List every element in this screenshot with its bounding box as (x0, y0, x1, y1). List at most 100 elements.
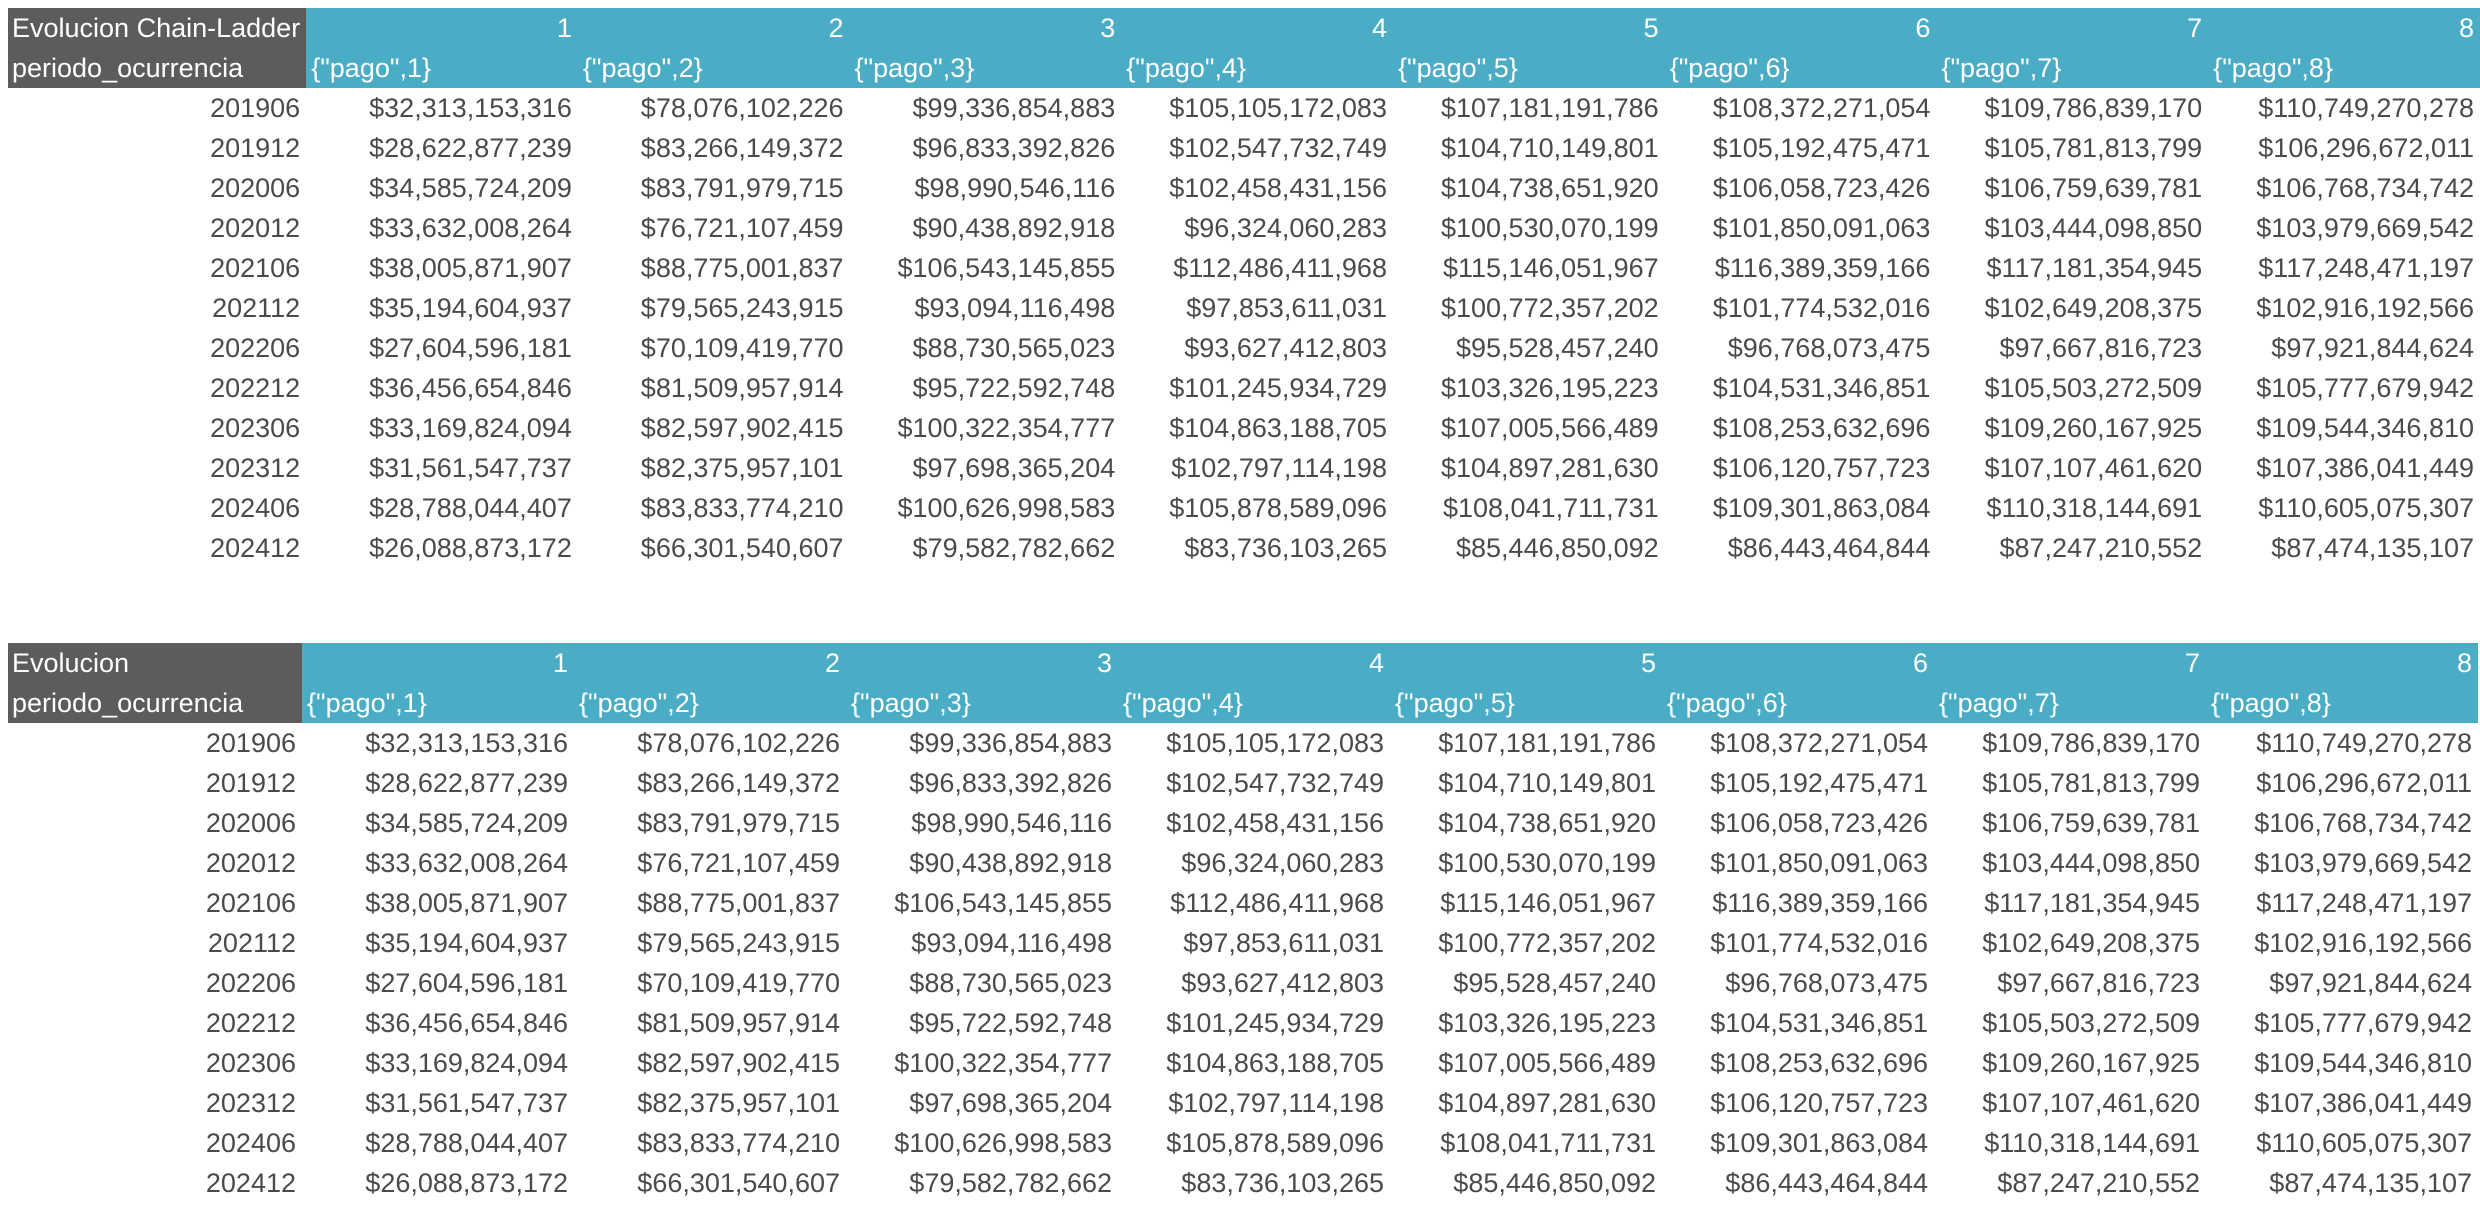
column-number-header[interactable]: 6 (1662, 643, 1934, 683)
table-cell[interactable]: $31,561,547,737 (369, 453, 572, 483)
table-cell[interactable]: $104,710,149,801 (1438, 768, 1656, 798)
table-cell[interactable]: $79,582,782,662 (909, 1168, 1112, 1198)
table-cell[interactable]: $87,247,210,552 (1999, 533, 2203, 563)
row-period-label[interactable]: 202312 (210, 453, 301, 483)
table-cell[interactable]: $31,561,547,737 (365, 1088, 568, 1118)
table-cell[interactable]: $104,863,188,705 (1166, 1048, 1384, 1078)
row-period-label[interactable]: 202306 (210, 413, 301, 443)
pivot-title-cell[interactable]: Evolucion (8, 643, 302, 683)
table-cell[interactable]: $32,313,153,316 (369, 93, 572, 123)
column-key-header[interactable]: {"pago",3} (849, 48, 1122, 88)
table-cell[interactable]: $108,253,632,696 (1710, 1048, 1928, 1078)
table-cell[interactable]: $109,260,167,925 (1982, 1048, 2200, 1078)
table-cell[interactable]: $28,622,877,239 (365, 768, 568, 798)
table-cell[interactable]: $109,786,839,170 (1982, 728, 2200, 758)
table-cell[interactable]: $117,248,471,197 (2258, 253, 2474, 283)
table-cell[interactable]: $102,797,114,198 (1171, 453, 1387, 483)
table-cell[interactable]: $110,605,075,307 (2256, 1128, 2472, 1158)
table-cell[interactable]: $97,853,611,031 (1186, 293, 1387, 323)
table-cell[interactable]: $34,585,724,209 (365, 808, 568, 838)
table-cell[interactable]: $100,626,998,583 (894, 1128, 1112, 1158)
table-cell[interactable]: $108,041,711,731 (1442, 493, 1659, 523)
table-cell[interactable]: $116,389,359,166 (1712, 888, 1928, 918)
table-cell[interactable]: $104,897,281,630 (1440, 453, 1659, 483)
table-cell[interactable]: $106,768,734,742 (2256, 173, 2474, 203)
table-cell[interactable]: $95,528,457,240 (1456, 333, 1659, 363)
row-period-label[interactable]: 202012 (205, 848, 296, 878)
table-cell[interactable]: $32,313,153,316 (365, 728, 568, 758)
table-cell[interactable]: $105,781,813,799 (1982, 768, 2200, 798)
table-cell[interactable]: $100,772,357,202 (1438, 928, 1656, 958)
table-cell[interactable]: $110,749,270,278 (2256, 728, 2472, 758)
table-cell[interactable]: $70,109,419,770 (640, 333, 844, 363)
table-cell[interactable]: $106,768,734,742 (2254, 808, 2472, 838)
table-cell[interactable]: $86,443,464,844 (1725, 1168, 1928, 1198)
row-field-header[interactable]: periodo_ocurrencia (8, 48, 307, 88)
table-cell[interactable]: $99,336,854,883 (909, 728, 1112, 758)
table-cell[interactable]: $107,181,191,786 (1440, 93, 1659, 123)
table-cell[interactable]: $102,649,208,375 (1982, 928, 2200, 958)
table-cell[interactable]: $83,266,149,372 (637, 768, 840, 798)
table-cell[interactable]: $106,543,145,855 (894, 888, 1112, 918)
column-number-header[interactable]: 7 (1934, 643, 2206, 683)
table-cell[interactable]: $102,916,192,566 (2254, 928, 2472, 958)
table-cell[interactable]: $112,486,411,968 (1170, 888, 1384, 918)
table-cell[interactable]: $96,833,392,826 (909, 768, 1112, 798)
table-cell[interactable]: $87,474,135,107 (2269, 1168, 2472, 1198)
table-cell[interactable]: $96,768,073,475 (1725, 968, 1928, 998)
table-cell[interactable]: $108,372,271,054 (1712, 93, 1931, 123)
table-cell[interactable]: $115,146,051,967 (1440, 888, 1656, 918)
column-number-header[interactable]: 4 (1118, 643, 1390, 683)
table-cell[interactable]: $109,786,839,170 (1984, 93, 2203, 123)
table-cell[interactable]: $97,698,365,204 (909, 1088, 1112, 1118)
table-cell[interactable]: $70,109,419,770 (637, 968, 840, 998)
table-cell[interactable]: $26,088,873,172 (365, 1168, 568, 1198)
table-cell[interactable]: $104,531,346,851 (1712, 373, 1931, 403)
table-cell[interactable]: $66,301,540,607 (637, 1168, 840, 1198)
table-cell[interactable]: $79,565,243,915 (637, 928, 840, 958)
table-cell[interactable]: $106,296,672,011 (2256, 768, 2472, 798)
row-period-label[interactable]: 202106 (210, 253, 301, 283)
column-key-header[interactable]: {"pago",2} (574, 683, 846, 723)
table-cell[interactable]: $110,749,270,278 (2258, 93, 2474, 123)
table-cell[interactable]: $108,041,711,731 (1440, 1128, 1656, 1158)
table-cell[interactable]: $107,181,191,786 (1438, 728, 1656, 758)
table-cell[interactable]: $28,788,044,407 (369, 493, 572, 523)
table-cell[interactable]: $33,169,824,094 (369, 413, 572, 443)
table-cell[interactable]: $106,543,145,855 (897, 253, 1116, 283)
table-cell[interactable]: $93,094,116,498 (914, 293, 1116, 323)
row-period-label[interactable]: 202406 (205, 1128, 296, 1158)
table-cell[interactable]: $101,850,091,063 (1712, 213, 1931, 243)
column-number-header[interactable]: 7 (1936, 8, 2209, 48)
column-key-header[interactable]: {"pago",1} (302, 683, 574, 723)
table-cell[interactable]: $76,721,107,459 (640, 213, 844, 243)
table-cell[interactable]: $100,772,357,202 (1440, 293, 1659, 323)
column-number-header[interactable]: 2 (577, 8, 850, 48)
table-cell[interactable]: $106,296,672,011 (2258, 133, 2474, 163)
column-key-header[interactable]: {"pago",1} (306, 48, 578, 88)
table-cell[interactable]: $101,245,934,729 (1169, 373, 1387, 403)
table-cell[interactable]: $78,076,102,226 (637, 728, 840, 758)
row-period-label[interactable]: 201912 (210, 133, 301, 163)
table-cell[interactable]: $88,730,565,023 (912, 333, 1116, 363)
table-cell[interactable]: $106,058,723,426 (1712, 173, 1931, 203)
table-cell[interactable]: $100,626,998,583 (897, 493, 1116, 523)
table-cell[interactable]: $83,736,103,265 (1184, 533, 1387, 563)
table-cell[interactable]: $109,260,167,925 (1984, 413, 2203, 443)
table-cell[interactable]: $79,582,782,662 (912, 533, 1116, 563)
column-number-header[interactable]: 3 (846, 643, 1118, 683)
column-key-header[interactable]: {"pago",4} (1121, 48, 1393, 88)
table-cell[interactable]: $102,547,732,749 (1166, 768, 1384, 798)
table-cell[interactable]: $83,266,149,372 (640, 133, 844, 163)
table-cell[interactable]: $110,318,144,691 (1986, 493, 2203, 523)
column-key-header[interactable]: {"pago",6} (1662, 683, 1934, 723)
table-cell[interactable]: $103,326,195,223 (1440, 373, 1659, 403)
table-cell[interactable]: $97,667,816,723 (1999, 333, 2203, 363)
table-cell[interactable]: $107,386,041,449 (2254, 1088, 2472, 1118)
table-cell[interactable]: $97,921,844,624 (2269, 968, 2472, 998)
table-cell[interactable]: $95,528,457,240 (1453, 968, 1656, 998)
table-cell[interactable]: $36,456,654,846 (369, 373, 572, 403)
table-cell[interactable]: $100,322,354,777 (897, 413, 1116, 443)
table-cell[interactable]: $82,597,902,415 (640, 413, 844, 443)
column-number-header[interactable]: 2 (574, 643, 846, 683)
